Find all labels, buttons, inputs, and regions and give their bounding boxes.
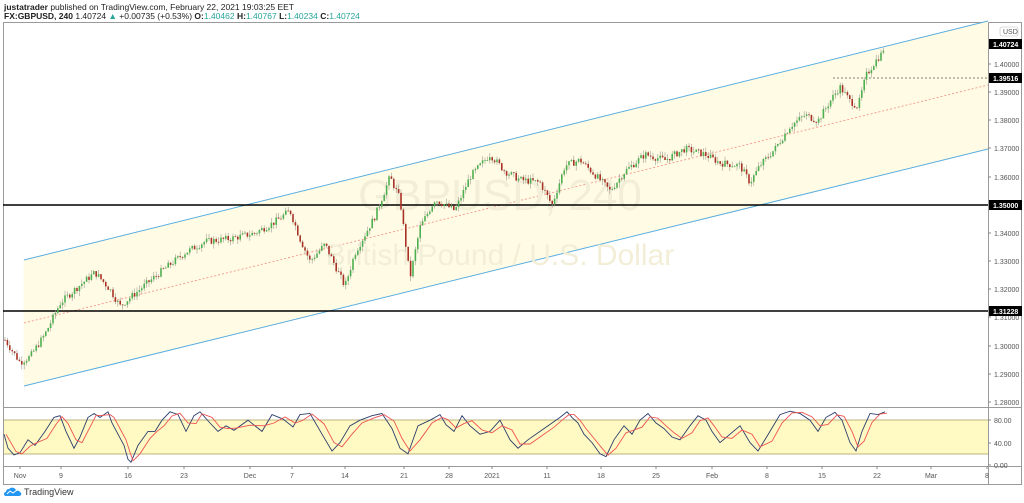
price-tick: 1.28000 — [994, 400, 1019, 407]
high-label: H: — [236, 11, 246, 21]
time-tick: 23 — [180, 473, 188, 480]
low-value: 1.40234 — [287, 11, 318, 21]
time-tick: 9 — [59, 473, 63, 480]
tradingview-brand: TradingView — [24, 487, 74, 497]
chart-frame — [3, 22, 1022, 485]
open-value: 1.40462 — [203, 11, 235, 21]
channel-mid-line[interactable] — [23, 84, 989, 324]
svg-text:1.31228: 1.31228 — [993, 309, 1018, 316]
price-tick: 1.30000 — [994, 344, 1019, 351]
price-tick: 1.39000 — [994, 90, 1019, 97]
close-value: 1.40724 — [329, 11, 360, 21]
price-tick: 1.31000 — [994, 315, 1019, 322]
candlestick-series — [4, 47, 885, 370]
time-tick: 8 — [985, 473, 989, 480]
symbol-legend: FX:GBPUSD, 240 1.40724 ▲ +0.00735 (+0.53… — [4, 11, 360, 21]
osc-tick: 80.00 — [994, 418, 1012, 425]
price-tick: 1.34000 — [994, 231, 1019, 238]
currency-button[interactable] — [999, 26, 1019, 37]
oscillator-axis[interactable]: 80.00 40.00 0.00 — [988, 418, 1012, 470]
publish-info: justatrader published on TradingView.com… — [4, 2, 294, 12]
price-tick: 1.33000 — [994, 259, 1019, 266]
time-tick: 16 — [124, 473, 132, 480]
price-change: +0.00735 (+0.53%) — [119, 11, 193, 21]
price-axis[interactable]: 1.40000 1.39000 1.38000 1.37000 1.36000 … — [988, 62, 1019, 407]
stoch-k-line — [3, 410, 886, 463]
osc-band-fill — [4, 420, 988, 454]
time-tick: 15 — [818, 473, 826, 480]
osc-tick: 0.00 — [994, 463, 1008, 470]
price-tag-1-31228: 1.31228 — [989, 306, 1022, 316]
time-tick: 7 — [290, 473, 294, 480]
tradingview-logo[interactable]: TradingView — [4, 487, 74, 497]
price-tick: 1.40000 — [994, 62, 1019, 69]
time-tick: Dec — [244, 473, 257, 480]
last-price: 1.40724 — [75, 11, 107, 21]
svg-text:1.39516: 1.39516 — [993, 76, 1018, 83]
time-tick: 2021 — [484, 473, 500, 480]
price-tag-1-39516: 1.39516 — [989, 73, 1022, 83]
svg-text:1.35000: 1.35000 — [993, 203, 1018, 210]
time-tick: 22 — [873, 473, 881, 480]
price-tag-last: 1.40724 — [989, 39, 1022, 49]
time-tick: 18 — [597, 473, 605, 480]
price-tick: 1.29000 — [994, 372, 1019, 379]
watermark-symbol: GBPUSD, 240 — [358, 171, 642, 220]
time-tick: 25 — [652, 473, 660, 480]
author-name[interactable]: justatrader — [4, 2, 48, 12]
regression-channel-fill — [24, 21, 988, 386]
close-label: C: — [320, 11, 330, 21]
channel-upper-line[interactable] — [23, 20, 989, 261]
currency-label: USD — [1003, 29, 1018, 36]
svg-text:1.40724: 1.40724 — [993, 42, 1018, 49]
time-tick: 11 — [543, 473, 550, 480]
price-tag-1-35000: 1.35000 — [989, 200, 1022, 210]
time-tick: 14 — [341, 473, 349, 480]
time-axis[interactable]: Nov 9 16 23 Dec 7 14 21 28 2021 11 18 25 Feb 8 15 22 Mar 8 — [14, 466, 989, 480]
symbol-name: FX:GBPUSD, 240 — [4, 11, 73, 21]
channel-lower-line[interactable] — [23, 148, 989, 387]
high-value: 1.40767 — [245, 11, 277, 21]
time-tick: Mar — [925, 473, 938, 480]
time-tick: Feb — [706, 473, 718, 480]
published-text: published on TradingView.com, February 2… — [50, 2, 294, 12]
tradingview-cloud-icon — [4, 487, 22, 496]
time-tick: 21 — [400, 473, 408, 480]
change-arrow-icon: ▲ — [108, 11, 117, 21]
low-label: L: — [279, 11, 288, 21]
watermark-description: British Pound / U.S. Dollar — [326, 239, 674, 272]
time-tick: 8 — [765, 473, 769, 480]
time-tick: 28 — [445, 473, 453, 480]
price-tick: 1.36000 — [994, 175, 1019, 182]
price-tick: 1.37000 — [994, 146, 1019, 153]
price-tick: 1.32000 — [994, 287, 1019, 294]
price-tick: 1.38000 — [994, 118, 1019, 125]
stoch-d-line — [5, 411, 888, 462]
time-tick: Nov — [14, 473, 27, 480]
open-label: O: — [194, 11, 204, 21]
osc-tick: 40.00 — [994, 441, 1012, 448]
